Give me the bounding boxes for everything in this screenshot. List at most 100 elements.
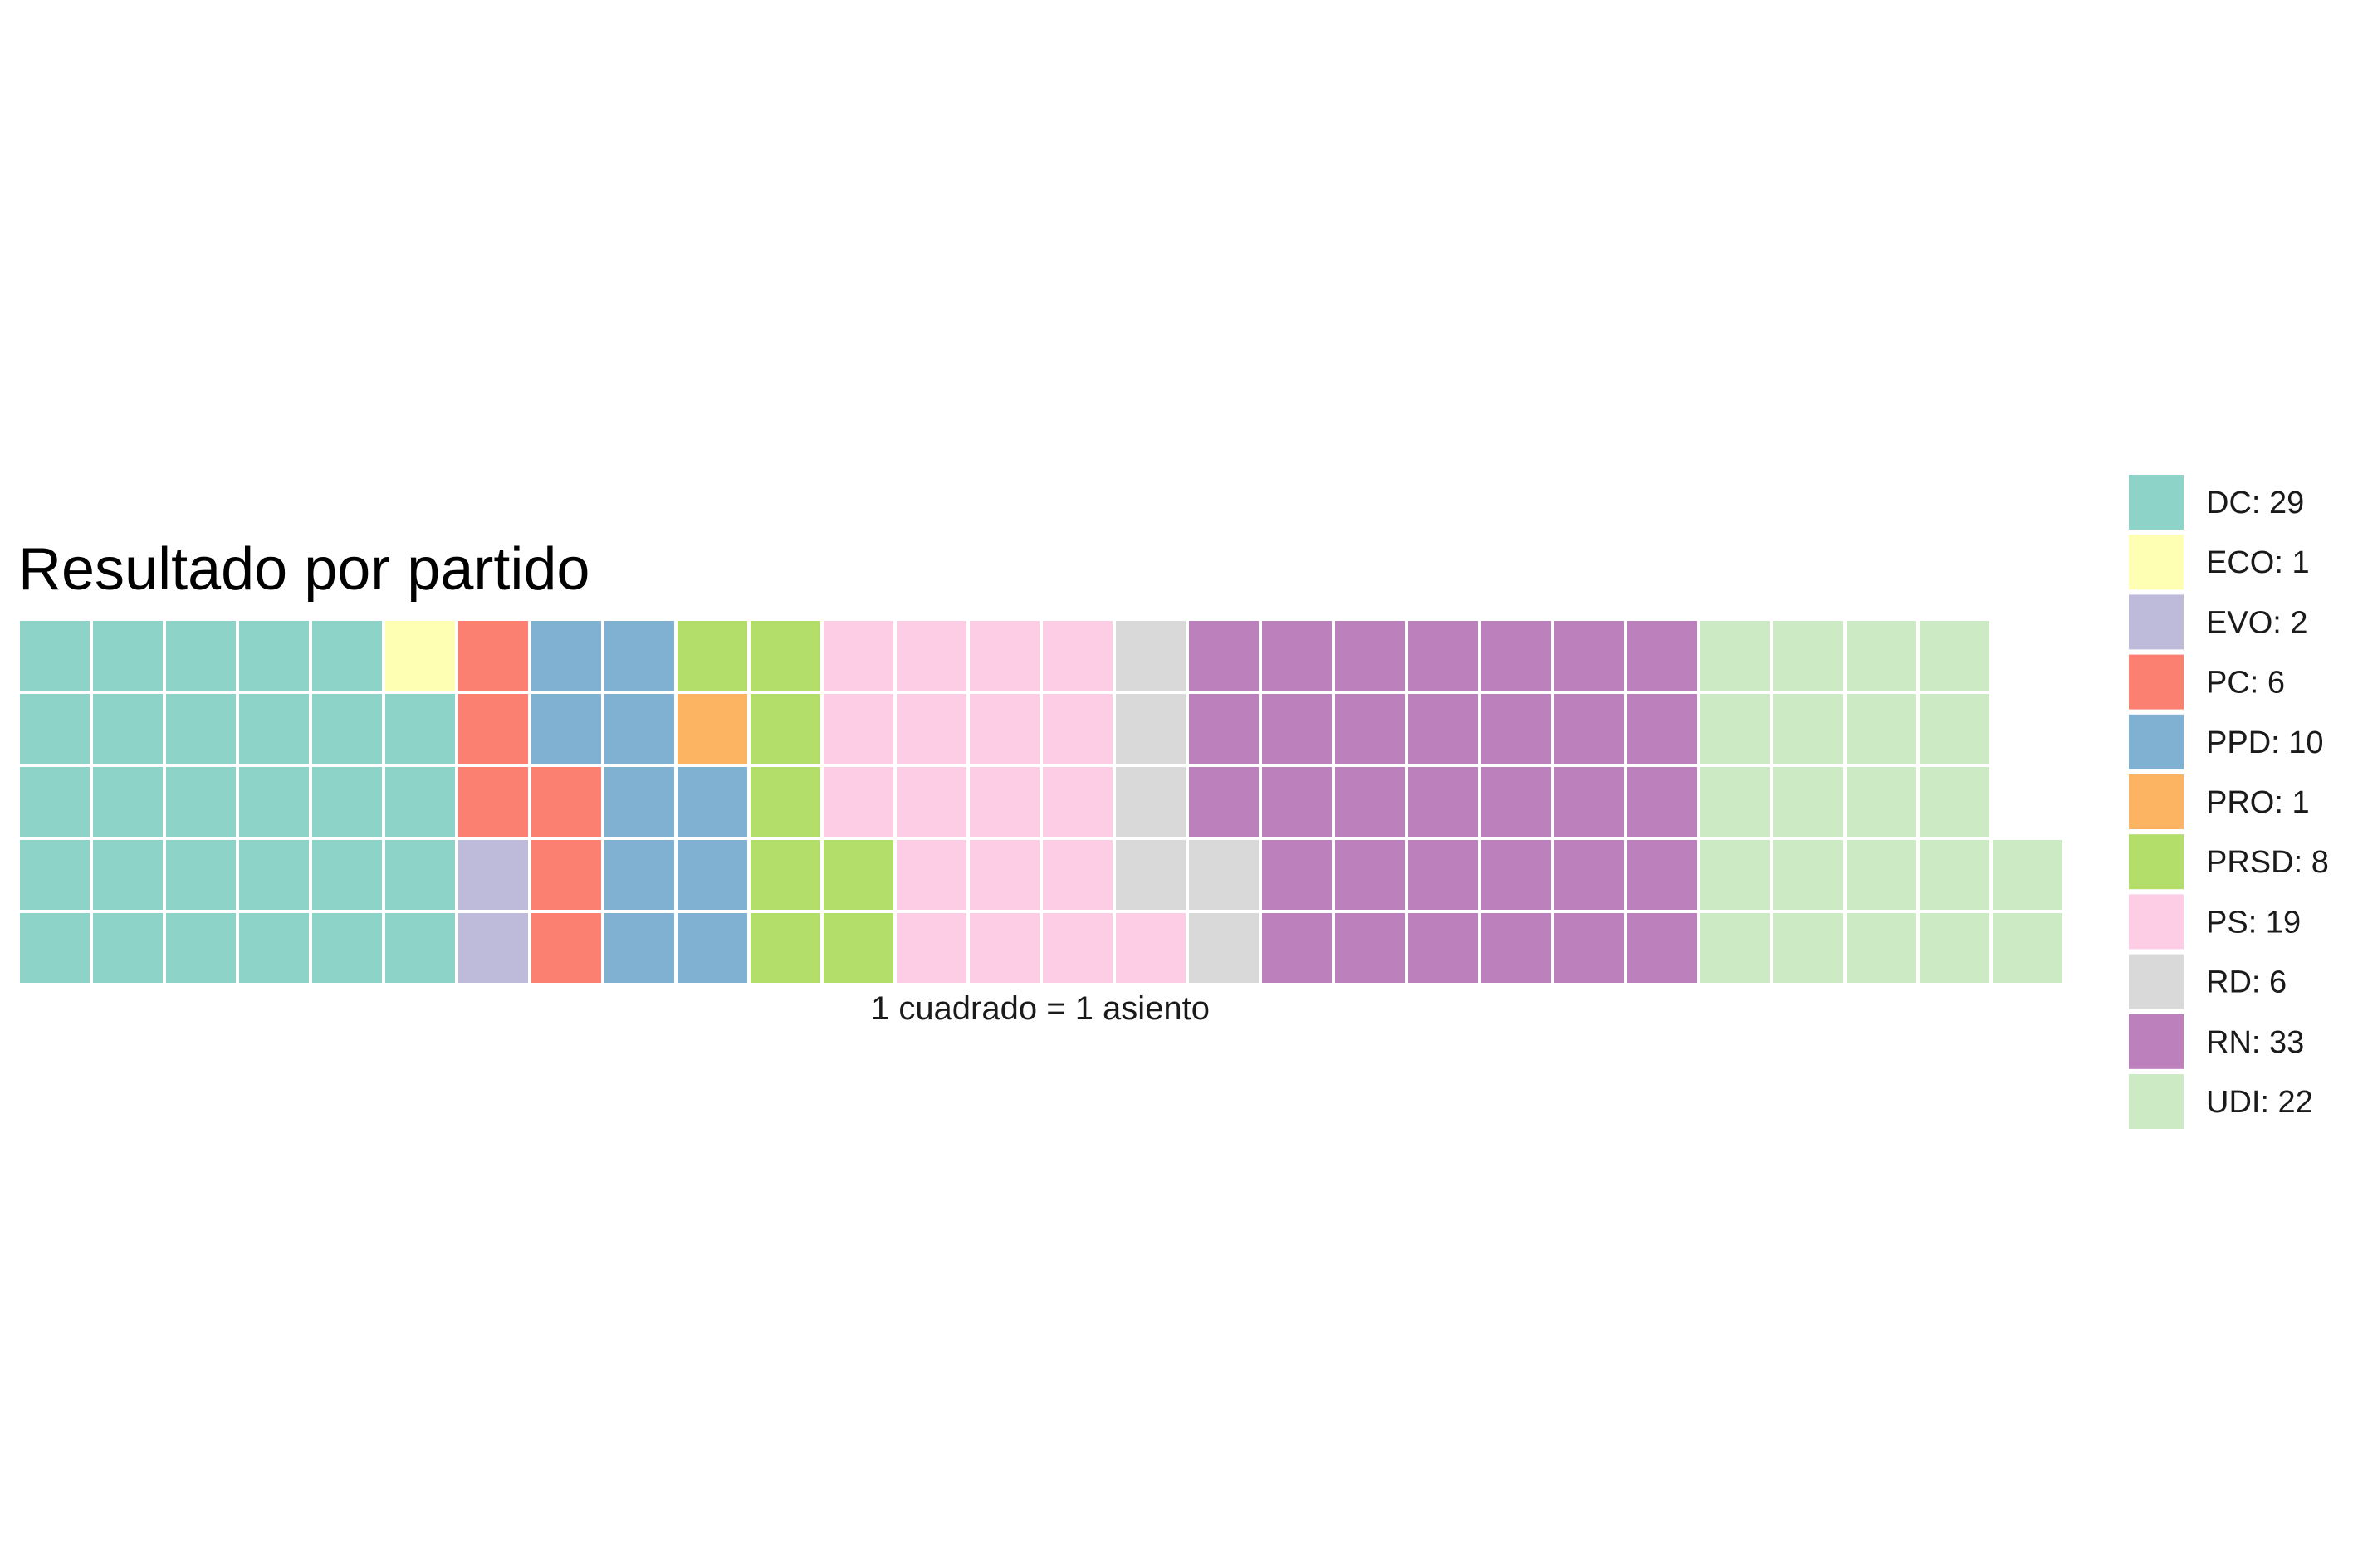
waffle-cell-udi — [1916, 910, 1993, 986]
legend-item-udi: UDI: 22 — [2129, 1074, 2313, 1129]
legend-label-rn: RN: 33 — [2206, 1025, 2304, 1060]
waffle-cell-dc — [90, 764, 166, 840]
waffle-cell-pc — [455, 764, 531, 840]
waffle-cell-prsd — [747, 618, 824, 694]
waffle-cell-rn — [1478, 764, 1554, 840]
waffle-cell-rn — [1405, 618, 1481, 694]
waffle-cell-udi — [1843, 618, 1920, 694]
waffle-cell-rn — [1332, 691, 1408, 767]
waffle-cell-udi — [1697, 691, 1773, 767]
waffle-cell-dc — [309, 691, 385, 767]
waffle-cell-ppd — [674, 837, 751, 913]
legend-label-udi: UDI: 22 — [2206, 1085, 2313, 1120]
legend-key-eco — [2129, 535, 2184, 590]
waffle-cell-rn — [1551, 910, 1627, 986]
waffle-cell-prsd — [820, 910, 897, 986]
waffle-cell-pc — [455, 691, 531, 767]
waffle-cell-ps — [1040, 910, 1116, 986]
waffle-cell-dc — [382, 691, 458, 767]
waffle-cell-prsd — [674, 618, 751, 694]
legend-item-rn: RN: 33 — [2129, 1014, 2304, 1069]
waffle-cell-udi — [1770, 910, 1847, 986]
waffle-cell-ppd — [601, 618, 678, 694]
waffle-cell-rn — [1624, 764, 1700, 840]
waffle-cell-udi — [1770, 618, 1847, 694]
waffle-cell-udi — [1843, 910, 1920, 986]
waffle-cell-ps — [893, 691, 970, 767]
waffle-cell-rn — [1332, 837, 1408, 913]
legend-key-dc — [2129, 475, 2184, 530]
waffle-cell-dc — [163, 764, 239, 840]
legend-label-eco: ECO: 1 — [2206, 545, 2310, 580]
waffle-cell-rn — [1478, 910, 1554, 986]
waffle-cell-eco — [382, 618, 458, 694]
legend-label-dc: DC: 29 — [2206, 486, 2304, 520]
legend-label-pc: PC: 6 — [2206, 666, 2285, 701]
legend-item-dc: DC: 29 — [2129, 475, 2304, 530]
waffle-cell-rd — [1113, 691, 1189, 767]
waffle-cell-prsd — [747, 910, 824, 986]
waffle-cell-ps — [1040, 691, 1116, 767]
legend-label-ppd: PPD: 10 — [2206, 725, 2324, 760]
waffle-cell-prsd — [747, 764, 824, 840]
waffle-cell-ppd — [601, 764, 678, 840]
waffle-cell-rn — [1186, 764, 1262, 840]
legend-key-evo — [2129, 594, 2184, 650]
legend-label-rd: RD: 6 — [2206, 965, 2287, 1000]
waffle-cell-udi — [1770, 837, 1847, 913]
legend-item-ps: PS: 19 — [2129, 894, 2301, 950]
legend-key-rn — [2129, 1014, 2184, 1069]
legend-key-udi — [2129, 1074, 2184, 1129]
waffle-grid — [17, 618, 2066, 986]
waffle-cell-ppd — [601, 837, 678, 913]
waffle-cell-ps — [966, 837, 1043, 913]
waffle-cell-udi — [1697, 618, 1773, 694]
legend-label-pro: PRO: 1 — [2206, 785, 2310, 820]
legend-key-ppd — [2129, 714, 2184, 769]
waffle-cell-rn — [1478, 618, 1554, 694]
waffle-cell-ps — [893, 764, 970, 840]
waffle-cell-dc — [309, 764, 385, 840]
waffle-cell-dc — [163, 910, 239, 986]
legend-label-prsd: PRSD: 8 — [2206, 845, 2329, 880]
waffle-cell-ps — [820, 764, 897, 840]
waffle-cell-dc — [90, 618, 166, 694]
waffle-cell-rn — [1624, 910, 1700, 986]
legend-item-prsd: PRSD: 8 — [2129, 834, 2329, 890]
waffle-cell-dc — [17, 837, 93, 913]
legend-label-evo: EVO: 2 — [2206, 605, 2308, 640]
waffle-cell-rn — [1405, 837, 1481, 913]
waffle-cell-dc — [236, 691, 312, 767]
waffle-cell-dc — [90, 691, 166, 767]
legend-item-evo: EVO: 2 — [2129, 594, 2308, 650]
legend: DC: 29 ECO: 1 EVO: 2 PC: 6 PPD: 10 PRO: 1 PRSD… — [2129, 475, 2329, 1129]
waffle-cell-ppd — [674, 910, 751, 986]
waffle-cell-ps — [1040, 618, 1116, 694]
chart-title: Resultado por partido — [18, 536, 589, 603]
waffle-cell-pro — [674, 691, 751, 767]
waffle-cell-rd — [1186, 837, 1262, 913]
waffle-cell-ps — [1040, 837, 1116, 913]
waffle-cell-dc — [236, 910, 312, 986]
waffle-cell-dc — [309, 837, 385, 913]
waffle-cell-dc — [17, 764, 93, 840]
waffle-cell-udi — [1843, 837, 1920, 913]
legend-key-pc — [2129, 654, 2184, 710]
waffle-cell-prsd — [747, 837, 824, 913]
waffle-cell-rn — [1405, 691, 1481, 767]
legend-item-rd: RD: 6 — [2129, 954, 2287, 1009]
waffle-cell-rn — [1478, 837, 1554, 913]
waffle-cell-dc — [90, 837, 166, 913]
waffle-cell-rn — [1624, 618, 1700, 694]
waffle-cell-ps — [966, 910, 1043, 986]
waffle-cell-rn — [1259, 910, 1335, 986]
waffle-cell-ps — [893, 618, 970, 694]
waffle-cell-udi — [1843, 691, 1920, 767]
waffle-cell-dc — [309, 618, 385, 694]
waffle-cell-ps — [820, 618, 897, 694]
waffle-cell-pc — [528, 764, 604, 840]
waffle-cell-udi — [1697, 764, 1773, 840]
waffle-cell-udi — [1916, 764, 1993, 840]
waffle-cell-rn — [1551, 691, 1627, 767]
